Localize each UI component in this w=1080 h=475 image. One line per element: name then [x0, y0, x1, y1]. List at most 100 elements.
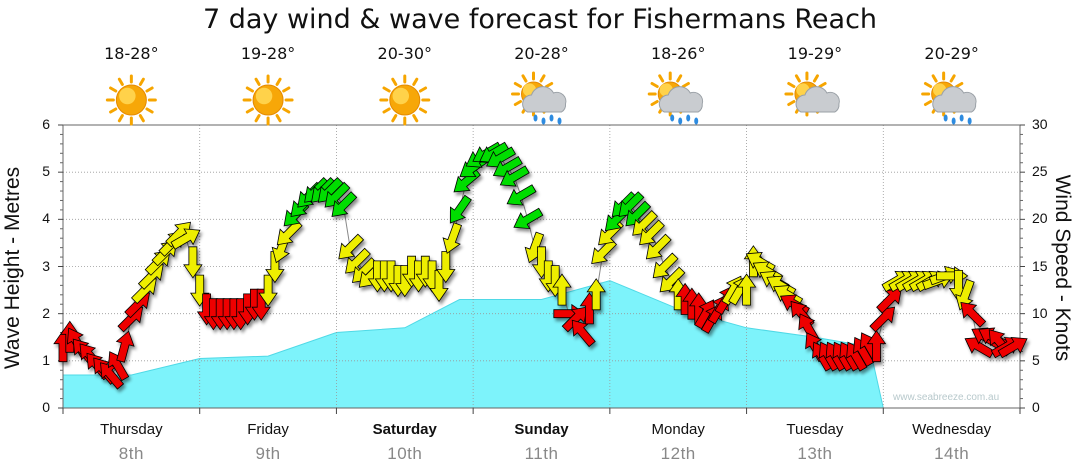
sun-ray [254, 77, 261, 86]
rain-drop [678, 117, 683, 125]
temperature-range: 20-28° [514, 44, 569, 63]
sun-ray [391, 114, 398, 123]
rain-drop [670, 114, 675, 122]
left-tick-label: 4 [42, 210, 50, 227]
day-number: 10th [387, 444, 423, 463]
wind-arrow [115, 330, 135, 363]
temperature-range: 19-29° [787, 44, 843, 63]
temperature-range: 18-26° [650, 44, 706, 63]
sun-ray [245, 107, 254, 114]
sun-ray [812, 74, 819, 83]
temperature-range: 20-29° [924, 44, 979, 63]
temperature-range: 19-28° [240, 44, 296, 63]
temperature-range: 18-28° [104, 44, 159, 63]
wind-arrow [639, 219, 665, 246]
left-tick-label: 5 [42, 163, 50, 180]
sun-ray [923, 82, 933, 88]
rain-drop [541, 117, 546, 125]
rain-drop [959, 114, 964, 122]
right-tick-label: 10 [1032, 304, 1048, 321]
sun-ray [658, 74, 665, 83]
right-tick-label: 5 [1032, 351, 1040, 368]
sun-ray [650, 100, 659, 106]
sun-cloud-icon [784, 71, 840, 117]
sun-ray [412, 77, 419, 86]
sun-ray [931, 74, 938, 83]
sun-ray [539, 74, 546, 83]
right-tick-label: 25 [1032, 163, 1048, 180]
wind-arrow [552, 273, 572, 306]
wind-arrow [513, 207, 544, 230]
sun-ray [923, 100, 933, 106]
sun-ray [949, 74, 956, 83]
wind-arrow [561, 306, 588, 333]
wind-arrow [338, 233, 365, 260]
sun-ray [391, 77, 398, 86]
sun-icon [242, 74, 294, 126]
day-name: Tuesday [786, 421, 844, 438]
wind-arrow [586, 278, 606, 311]
wind-arrow [736, 273, 757, 306]
sun-ray [676, 74, 683, 83]
day-number: 9th [255, 444, 281, 463]
sun-ray [818, 82, 827, 88]
rain-drop [549, 114, 554, 122]
wind-arrow [571, 319, 596, 348]
rain-drop [951, 117, 956, 125]
sun-ray [521, 74, 528, 83]
rain-drop [686, 114, 691, 122]
day-number: 12th [660, 444, 696, 463]
wind-arrow [258, 274, 278, 307]
right-tick-label: 30 [1032, 116, 1048, 132]
wind-arrow [449, 194, 472, 224]
wind-arrow [170, 228, 201, 250]
wind-arrow [955, 278, 975, 311]
sun-ray [544, 82, 554, 88]
sun-ray [412, 114, 419, 123]
wind-arrow [442, 222, 463, 254]
chart-title: 7 day wind & wave forecast for Fisherman… [202, 4, 878, 35]
right-axis-title: Wind Speed - Knots [1051, 174, 1074, 362]
wind-arrow [506, 184, 537, 206]
sun-ray [109, 86, 118, 93]
sun-highlight [392, 87, 410, 105]
sun-ray [382, 86, 391, 93]
left-tick-label: 3 [42, 257, 50, 274]
right-tick-label: 0 [1032, 399, 1040, 415]
sun-ray [787, 82, 796, 88]
sun-ray [138, 114, 145, 123]
wind-arrow [866, 329, 887, 363]
wind-arrow [251, 288, 271, 321]
sun-ray [117, 114, 124, 123]
rain-drop [533, 114, 538, 122]
sun-cloud-rain-icon [511, 71, 567, 125]
rain-drop [694, 117, 699, 125]
sun-ray [650, 82, 659, 88]
left-tick-label: 6 [42, 116, 50, 132]
sun-ray [138, 77, 145, 86]
day-number: 11th [524, 444, 559, 463]
rain-drop [557, 117, 562, 125]
sun-ray [245, 86, 254, 93]
day-number: 14th [934, 444, 970, 463]
sun-ray [109, 107, 118, 114]
cloud-shape [932, 86, 977, 113]
sun-highlight [255, 87, 273, 105]
sun-ray [282, 86, 291, 93]
wind-arrow [436, 251, 456, 284]
left-tick-label: 1 [42, 351, 50, 368]
wind-arrow [499, 165, 530, 187]
sun-ray [955, 82, 964, 88]
day-name: Thursday [100, 421, 163, 438]
sun-ray [282, 107, 291, 114]
sun-ray [418, 86, 428, 93]
wind-arrow [652, 252, 679, 279]
sun-cloud-rain-icon [921, 71, 977, 125]
temperature-range: 20-30° [377, 44, 433, 63]
wind-arrows [53, 141, 1028, 390]
day-name: Wednesday [912, 421, 992, 438]
day-name: Friday [247, 421, 289, 438]
sun-cloud-rain-icon [647, 71, 704, 125]
left-tick-label: 0 [42, 399, 50, 415]
sun-ray [382, 107, 391, 114]
